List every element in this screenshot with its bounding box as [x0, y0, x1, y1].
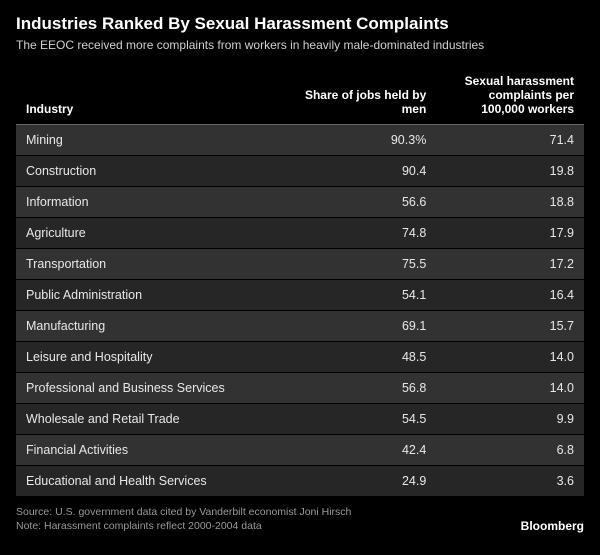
cell-complaints: 15.7 [436, 311, 584, 342]
table-row: Wholesale and Retail Trade54.59.9 [16, 404, 584, 435]
cell-industry: Financial Activities [16, 435, 294, 466]
table-row: Agriculture74.817.9 [16, 218, 584, 249]
cell-industry: Public Administration [16, 280, 294, 311]
table-row: Educational and Health Services24.93.6 [16, 466, 584, 497]
table-body: Mining90.3%71.4Construction90.419.8Infor… [16, 125, 584, 497]
cell-complaints: 17.2 [436, 249, 584, 280]
cell-industry: Educational and Health Services [16, 466, 294, 497]
cell-complaints: 9.9 [436, 404, 584, 435]
cell-share: 90.4 [294, 156, 436, 187]
cell-share: 56.8 [294, 373, 436, 404]
cell-share: 90.3% [294, 125, 436, 156]
table-row: Transportation75.517.2 [16, 249, 584, 280]
chart-footer: Source: U.S. government data cited by Va… [16, 505, 584, 533]
cell-share: 75.5 [294, 249, 436, 280]
cell-complaints: 16.4 [436, 280, 584, 311]
col-header-share: Share of jobs held by men [294, 66, 436, 125]
cell-industry: Professional and Business Services [16, 373, 294, 404]
table-row: Manufacturing69.115.7 [16, 311, 584, 342]
col-header-industry: Industry [16, 66, 294, 125]
cell-share: 42.4 [294, 435, 436, 466]
table-row: Information56.618.8 [16, 187, 584, 218]
cell-complaints: 6.8 [436, 435, 584, 466]
cell-complaints: 3.6 [436, 466, 584, 497]
table-row: Leisure and Hospitality48.514.0 [16, 342, 584, 373]
cell-complaints: 18.8 [436, 187, 584, 218]
cell-complaints: 19.8 [436, 156, 584, 187]
table-row: Financial Activities42.46.8 [16, 435, 584, 466]
data-table: Industry Share of jobs held by men Sexua… [16, 66, 584, 497]
table-row: Mining90.3%71.4 [16, 125, 584, 156]
note-line: Note: Harassment complaints reflect 2000… [16, 519, 351, 533]
cell-industry: Manufacturing [16, 311, 294, 342]
cell-industry: Information [16, 187, 294, 218]
cell-share: 24.9 [294, 466, 436, 497]
cell-share: 69.1 [294, 311, 436, 342]
cell-industry: Leisure and Hospitality [16, 342, 294, 373]
cell-complaints: 14.0 [436, 373, 584, 404]
cell-complaints: 14.0 [436, 342, 584, 373]
cell-industry: Construction [16, 156, 294, 187]
cell-share: 54.5 [294, 404, 436, 435]
cell-complaints: 71.4 [436, 125, 584, 156]
table-row: Construction90.419.8 [16, 156, 584, 187]
table-row: Professional and Business Services56.814… [16, 373, 584, 404]
table-row: Public Administration54.116.4 [16, 280, 584, 311]
col-header-complaints: Sexual harassment complaints per 100,000… [436, 66, 584, 125]
cell-complaints: 17.9 [436, 218, 584, 249]
cell-share: 74.8 [294, 218, 436, 249]
cell-industry: Wholesale and Retail Trade [16, 404, 294, 435]
table-header-row: Industry Share of jobs held by men Sexua… [16, 66, 584, 125]
cell-share: 48.5 [294, 342, 436, 373]
cell-share: 54.1 [294, 280, 436, 311]
chart-subtitle: The EEOC received more complaints from w… [16, 38, 584, 52]
cell-industry: Agriculture [16, 218, 294, 249]
source-block: Source: U.S. government data cited by Va… [16, 505, 351, 533]
cell-share: 56.6 [294, 187, 436, 218]
cell-industry: Mining [16, 125, 294, 156]
source-line: Source: U.S. government data cited by Va… [16, 505, 351, 519]
chart-title: Industries Ranked By Sexual Harassment C… [16, 14, 584, 34]
brand-label: Bloomberg [521, 519, 584, 533]
chart-container: Industries Ranked By Sexual Harassment C… [0, 0, 600, 543]
cell-industry: Transportation [16, 249, 294, 280]
